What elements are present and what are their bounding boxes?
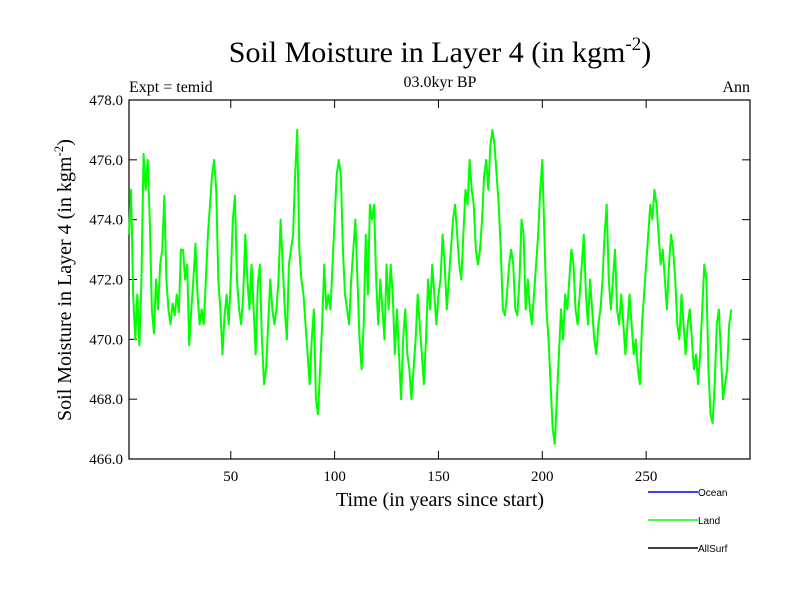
legend-label-ocean: Ocean <box>698 488 727 499</box>
y-axis-ticks: 466.0 468.0 470.0 472.0 474.0 476.0 478.0 <box>89 93 750 468</box>
x-tick-label: 200 <box>531 469 554 485</box>
y-tick-label: 474.0 <box>89 213 123 229</box>
legend-label-land: Land <box>698 516 720 527</box>
plot-frame <box>128 99 751 460</box>
chart-title-close: ) <box>641 36 651 69</box>
x-tick-label: 50 <box>223 469 238 485</box>
x-tick-label: 150 <box>427 469 450 485</box>
y-tick-label: 466.0 <box>89 452 123 468</box>
chart-subtitle: 03.0kyr BP <box>404 74 477 91</box>
y-tick-label: 468.0 <box>89 392 123 408</box>
chart-title-superscript: -2 <box>625 34 641 55</box>
experiment-label: Expt = temid <box>129 79 213 96</box>
y-axis-label-main: Soil Moisture in Layer 4 (in kgm <box>54 156 76 421</box>
series-line-land <box>128 128 733 446</box>
x-axis-label: Time (in years since start) <box>336 489 544 511</box>
x-axis-ticks: 50 100 150 200 250 <box>223 100 657 485</box>
y-axis-label: Soil Moisture in Layer 4 (in kgm-2) <box>51 139 76 421</box>
legend: Ocean Land AllSurf <box>648 488 728 555</box>
y-tick-label: 476.0 <box>89 153 123 169</box>
y-tick-label: 472.0 <box>89 273 123 289</box>
y-axis-label-close: ) <box>54 139 76 146</box>
legend-label-allsurf: AllSurf <box>698 544 728 555</box>
y-tick-label: 470.0 <box>89 332 123 348</box>
season-label: Ann <box>722 79 750 96</box>
x-tick-label: 250 <box>635 469 658 485</box>
y-axis-label-superscript: -2 <box>51 146 66 157</box>
chart-title: Soil Moisture in Layer 4 (in kgm-2) <box>229 34 651 69</box>
x-tick-label: 100 <box>323 469 346 485</box>
y-tick-label: 478.0 <box>89 93 123 109</box>
chart-title-main: Soil Moisture in Layer 4 (in kgm <box>229 36 626 69</box>
